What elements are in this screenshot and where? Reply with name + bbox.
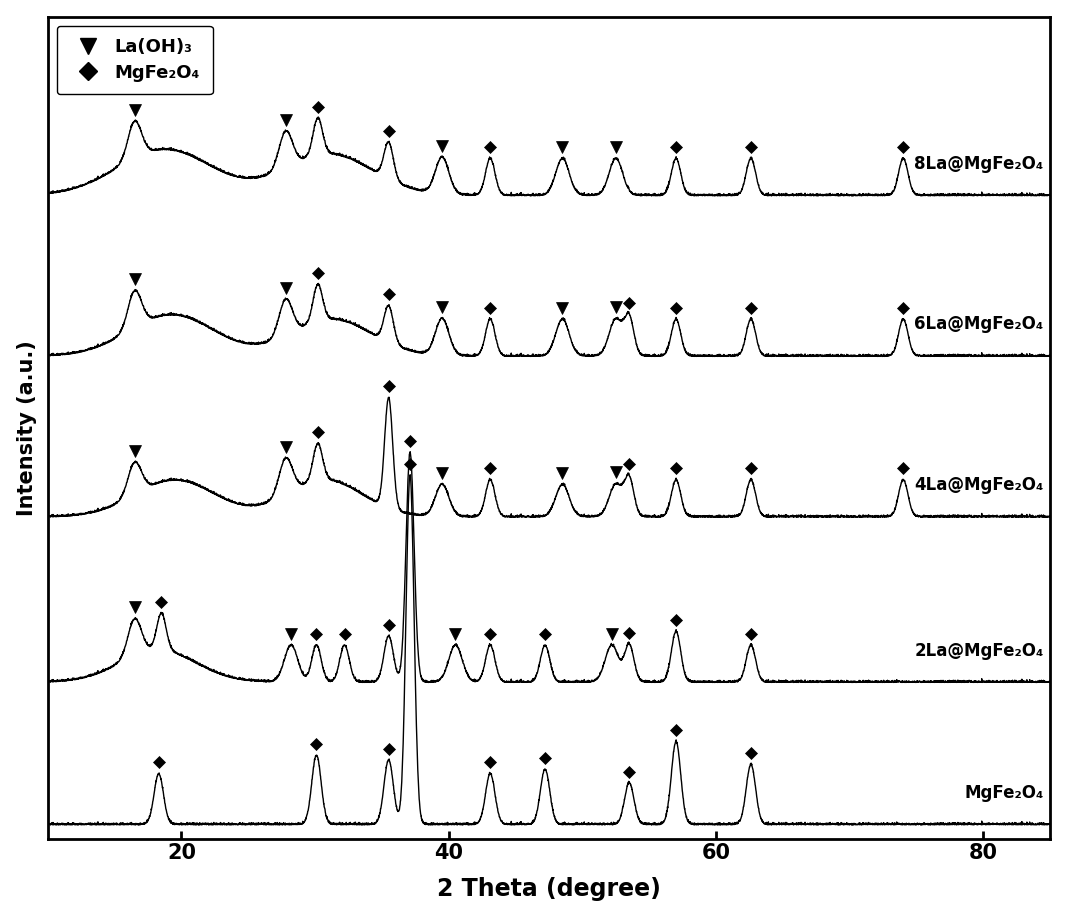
Y-axis label: Intensity (a.u.): Intensity (a.u.) xyxy=(17,340,36,516)
Text: 6La@MgFe₂O₄: 6La@MgFe₂O₄ xyxy=(914,316,1044,333)
Text: 8La@MgFe₂O₄: 8La@MgFe₂O₄ xyxy=(914,155,1044,173)
X-axis label: 2 Theta (degree): 2 Theta (degree) xyxy=(437,878,660,901)
Text: 2La@MgFe₂O₄: 2La@MgFe₂O₄ xyxy=(914,642,1044,659)
Text: MgFe₂O₄: MgFe₂O₄ xyxy=(965,784,1044,801)
Legend: La(OH)₃, MgFe₂O₄: La(OH)₃, MgFe₂O₄ xyxy=(57,26,212,95)
Text: 4La@MgFe₂O₄: 4La@MgFe₂O₄ xyxy=(914,476,1044,494)
